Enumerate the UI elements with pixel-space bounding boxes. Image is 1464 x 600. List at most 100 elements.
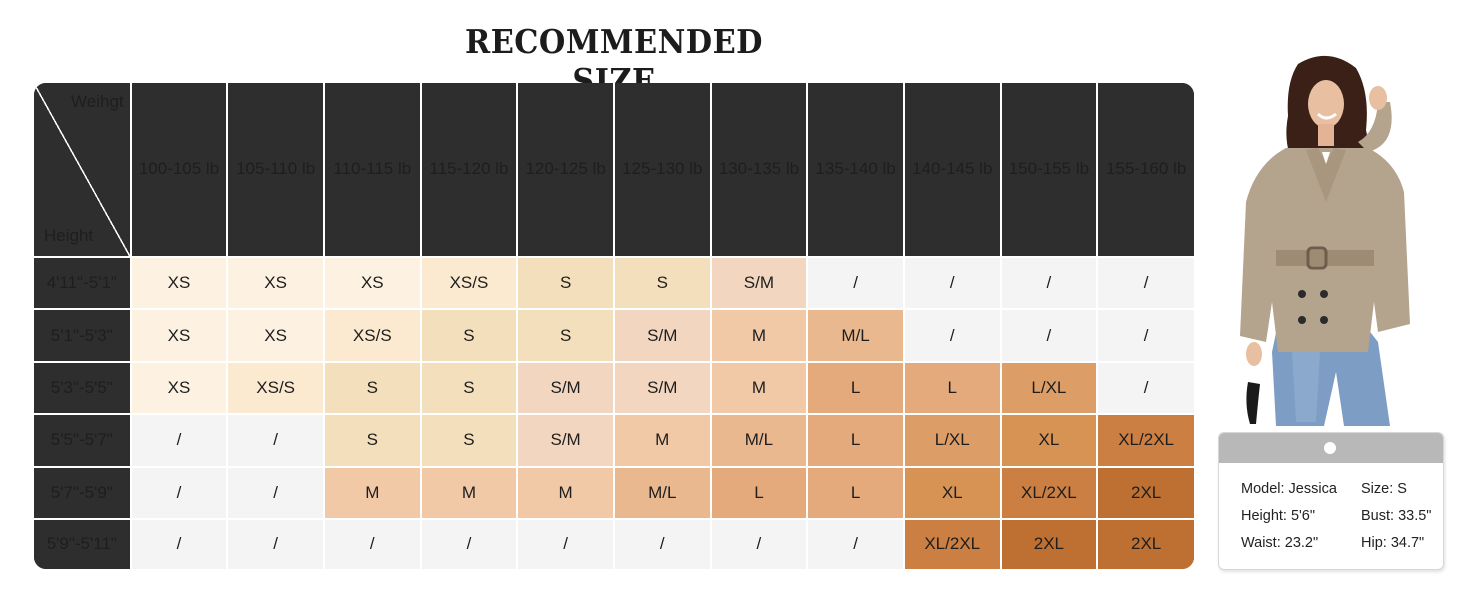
size-cell: S/M xyxy=(612,360,712,416)
height-row-header: 4'11"-5'1" xyxy=(34,255,132,311)
size-cell: M xyxy=(709,308,809,363)
table-corner-header: Weihgt Height xyxy=(34,83,132,257)
size-chart-table: Weihgt Height 100-105 lb 105-110 lb 110-11… xyxy=(34,83,1194,569)
size-cell: / xyxy=(999,255,1099,311)
size-cell: XS/S xyxy=(226,360,325,416)
weight-column-header: 150-155 lb xyxy=(999,83,1099,257)
table-row: 5'5"-5'7" / / S S S/M M M/L L L/XL XL XL/2XL xyxy=(34,413,1194,468)
weight-column-header: 125-130 lb xyxy=(612,83,712,257)
size-cell: / xyxy=(129,465,229,520)
size-cell: L xyxy=(806,465,905,520)
size-cell: / xyxy=(612,517,712,569)
size-cell: XS/S xyxy=(419,255,519,311)
size-cell: M xyxy=(322,465,422,520)
size-cell: / xyxy=(419,517,519,569)
size-cell: S xyxy=(419,308,519,363)
size-cell: L xyxy=(902,360,1002,416)
model-photo xyxy=(1240,55,1410,426)
table-row: 5'9"-5'11" / / / / / / / / XL/2XL 2XL 2XL xyxy=(34,517,1194,569)
weight-column-header: 110-115 lb xyxy=(322,83,422,257)
size-cell: / xyxy=(129,413,229,468)
size-cell: XL/2XL xyxy=(999,465,1099,520)
size-grid: Weihgt Height 100-105 lb 105-110 lb 110-11… xyxy=(34,83,1194,569)
size-cell: L xyxy=(806,413,905,468)
weight-column-header: 135-140 lb xyxy=(806,83,905,257)
size-cell: L xyxy=(709,465,809,520)
height-row-header: 5'1"-5'3" xyxy=(34,308,132,363)
weight-column-header: 130-135 lb xyxy=(709,83,809,257)
size-cell: S xyxy=(516,255,615,311)
size-cell: M/L xyxy=(612,465,712,520)
size-cell: / xyxy=(806,517,905,569)
size-cell: L/XL xyxy=(999,360,1099,416)
size-cell: S xyxy=(516,308,615,363)
size-cell: XS xyxy=(322,255,422,311)
height-row-header: 5'5"-5'7" xyxy=(34,413,132,468)
card-header-band xyxy=(1219,433,1443,463)
height-row-header: 5'3"-5'5" xyxy=(34,360,132,416)
size-cell: M/L xyxy=(709,413,809,468)
size-cell: / xyxy=(226,413,325,468)
size-cell: L xyxy=(806,360,905,416)
size-cell: M xyxy=(516,465,615,520)
height-row-header: 5'7"-5'9" xyxy=(34,465,132,520)
page-title: RECOMMENDED SIZE xyxy=(465,22,763,100)
height-axis-label: Height xyxy=(44,225,94,245)
size-cell: S xyxy=(419,413,519,468)
height-row-header: 5'9"-5'11" xyxy=(34,517,132,569)
size-cell: S xyxy=(322,360,422,416)
size-cell: 2XL xyxy=(999,517,1099,569)
size-cell: M xyxy=(709,360,809,416)
model-bust: Bust: 33.5" xyxy=(1361,508,1432,524)
weight-column-header: 100-105 lb xyxy=(129,83,229,257)
size-cell: XS xyxy=(226,255,325,311)
size-cell: S/M xyxy=(516,413,615,468)
table-row: 5'3"-5'5" XS XS/S S S S/M S/M M L L L/XL / xyxy=(34,360,1194,416)
size-cell: / xyxy=(1096,308,1194,363)
size-cell: S/M xyxy=(709,255,809,311)
size-cell: / xyxy=(902,255,1002,311)
weight-column-header: 105-110 lb xyxy=(226,83,325,257)
weight-column-header: 140-145 lb xyxy=(902,83,1002,257)
size-cell: XL/2XL xyxy=(902,517,1002,569)
model-height: Height: 5'6" xyxy=(1241,508,1316,524)
model-size: Size: S xyxy=(1361,481,1407,497)
size-cell: XS xyxy=(129,255,229,311)
size-cell: / xyxy=(902,308,1002,363)
table-row: 4'11"-5'1" XS XS XS XS/S S S S/M / / / / xyxy=(34,255,1194,311)
size-cell: / xyxy=(999,308,1099,363)
model-info-card: Model: Jessica Size: S Height: 5'6" Bust… xyxy=(1218,432,1444,570)
size-cell: / xyxy=(516,517,615,569)
size-cell: 2XL xyxy=(1096,517,1194,569)
size-cell: / xyxy=(709,517,809,569)
tag-hole-icon xyxy=(1324,442,1336,454)
size-cell: M xyxy=(612,413,712,468)
model-waist: Waist: 23.2" xyxy=(1241,535,1319,551)
size-cell: M xyxy=(419,465,519,520)
weight-column-header: 115-120 lb xyxy=(419,83,519,257)
size-cell: XS xyxy=(129,308,229,363)
size-cell: XL xyxy=(999,413,1099,468)
size-cell: M/L xyxy=(806,308,905,363)
size-cell: XS xyxy=(129,360,229,416)
size-cell: / xyxy=(226,465,325,520)
size-cell: XS/S xyxy=(322,308,422,363)
size-cell: S/M xyxy=(516,360,615,416)
weight-axis-label: Weihgt xyxy=(71,92,124,111)
size-cell: 2XL xyxy=(1096,465,1194,520)
size-cell: / xyxy=(1096,360,1194,416)
size-cell: XS xyxy=(226,308,325,363)
table-row: 5'1"-5'3" XS XS XS/S S S S/M M M/L / / / xyxy=(34,308,1194,363)
size-cell: S xyxy=(419,360,519,416)
weight-header-row: Weihgt Height 100-105 lb 105-110 lb 110-11… xyxy=(34,83,1194,257)
model-name: Model: Jessica xyxy=(1241,481,1337,497)
size-cell: / xyxy=(226,517,325,569)
size-cell: / xyxy=(806,255,905,311)
size-cell: L/XL xyxy=(902,413,1002,468)
model-hip: Hip: 34.7" xyxy=(1361,535,1425,551)
size-cell: / xyxy=(129,517,229,569)
size-cell: XL xyxy=(902,465,1002,520)
size-cell: / xyxy=(1096,255,1194,311)
size-cell: / xyxy=(322,517,422,569)
size-cell: XL/2XL xyxy=(1096,413,1194,468)
